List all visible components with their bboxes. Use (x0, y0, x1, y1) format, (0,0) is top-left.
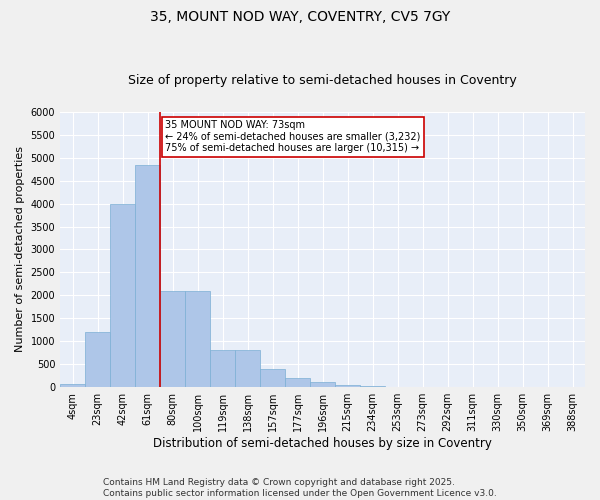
Text: 35 MOUNT NOD WAY: 73sqm
← 24% of semi-detached houses are smaller (3,232)
75% of: 35 MOUNT NOD WAY: 73sqm ← 24% of semi-de… (165, 120, 421, 153)
Bar (335, 384, 360, 387)
Bar (260, 370, 285, 387)
Bar (235, 350, 260, 387)
Bar (110, 204, 135, 387)
Bar (210, 350, 235, 387)
Text: 35, MOUNT NOD WAY, COVENTRY, CV5 7GY: 35, MOUNT NOD WAY, COVENTRY, CV5 7GY (150, 10, 450, 24)
Title: Size of property relative to semi-detached houses in Coventry: Size of property relative to semi-detach… (128, 74, 517, 87)
Text: Contains HM Land Registry data © Crown copyright and database right 2025.
Contai: Contains HM Land Registry data © Crown c… (103, 478, 497, 498)
Bar (85, 332, 110, 387)
Bar (310, 382, 335, 387)
X-axis label: Distribution of semi-detached houses by size in Coventry: Distribution of semi-detached houses by … (153, 437, 492, 450)
Bar (160, 291, 185, 387)
Bar (60, 384, 85, 387)
Y-axis label: Number of semi-detached properties: Number of semi-detached properties (15, 146, 25, 352)
Bar (135, 164, 160, 387)
Bar (185, 291, 210, 387)
Bar (360, 386, 385, 387)
Bar (285, 378, 310, 387)
